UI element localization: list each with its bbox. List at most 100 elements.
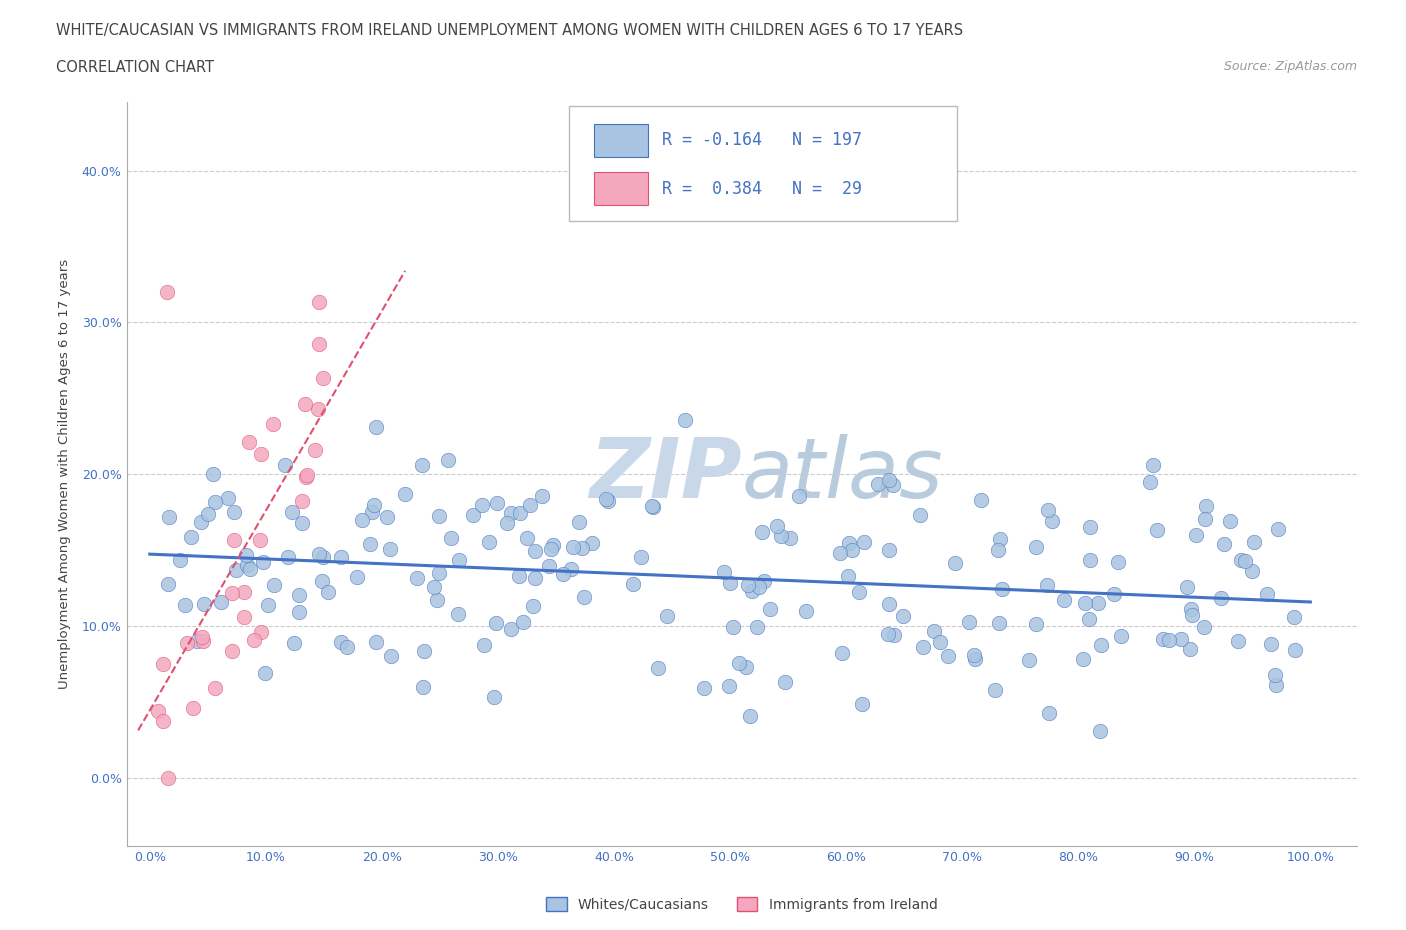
Point xyxy=(238,434,260,449)
Y-axis label: Unemployment Among Women with Children Ages 6 to 17 years: Unemployment Among Women with Children A… xyxy=(58,259,70,689)
Point xyxy=(295,468,318,483)
Point xyxy=(274,458,297,472)
Point xyxy=(1178,642,1201,657)
FancyBboxPatch shape xyxy=(593,172,648,205)
Point xyxy=(1090,638,1112,653)
Point xyxy=(1090,724,1112,738)
Point xyxy=(375,510,398,525)
Point xyxy=(176,635,198,650)
Point xyxy=(1267,521,1289,536)
Point xyxy=(911,640,934,655)
Point xyxy=(204,495,226,510)
Point xyxy=(988,531,1011,546)
Point xyxy=(581,536,603,551)
Point xyxy=(484,689,506,704)
Point xyxy=(928,634,950,649)
Point xyxy=(516,531,538,546)
Point xyxy=(1018,653,1040,668)
Point xyxy=(485,616,508,631)
Point xyxy=(413,644,436,658)
Point xyxy=(463,507,485,522)
Point xyxy=(596,494,619,509)
Point xyxy=(1260,636,1282,651)
Point xyxy=(1142,458,1164,472)
Point xyxy=(287,605,309,620)
Point xyxy=(193,596,215,611)
Point xyxy=(963,652,986,667)
Point xyxy=(312,550,335,565)
Point xyxy=(1146,523,1168,538)
Point xyxy=(169,552,191,567)
Point xyxy=(359,536,381,551)
Point xyxy=(1036,578,1059,593)
Point xyxy=(427,565,450,580)
Point xyxy=(747,620,769,635)
Point xyxy=(1024,617,1046,631)
Text: R = -0.164   N = 197: R = -0.164 N = 197 xyxy=(662,131,862,149)
Point xyxy=(1264,668,1286,683)
Point xyxy=(152,657,174,671)
Point xyxy=(470,498,492,512)
Point xyxy=(794,604,817,618)
Point xyxy=(770,528,793,543)
Point xyxy=(221,586,243,601)
FancyBboxPatch shape xyxy=(569,106,957,221)
Point xyxy=(294,470,316,485)
Point xyxy=(721,619,744,634)
Point xyxy=(1256,587,1278,602)
Point xyxy=(759,601,782,616)
Point xyxy=(186,633,208,648)
Point xyxy=(838,536,860,551)
Point xyxy=(962,647,984,662)
Point xyxy=(1195,498,1218,513)
Point xyxy=(232,585,254,600)
Point xyxy=(551,566,574,581)
Text: Source: ZipAtlas.com: Source: ZipAtlas.com xyxy=(1223,60,1357,73)
Point xyxy=(190,515,212,530)
Point xyxy=(423,579,446,594)
Point xyxy=(562,539,585,554)
Point xyxy=(754,574,776,589)
Point xyxy=(478,535,501,550)
Point xyxy=(197,507,219,522)
Point xyxy=(249,533,271,548)
Point xyxy=(411,457,433,472)
Text: atlas: atlas xyxy=(742,433,943,515)
Legend: Whites/Caucasians, Immigrants from Ireland: Whites/Caucasians, Immigrants from Irela… xyxy=(540,892,943,918)
Point xyxy=(447,552,470,567)
Point xyxy=(1175,580,1198,595)
Point xyxy=(713,565,735,579)
Point xyxy=(346,569,368,584)
Point xyxy=(595,492,617,507)
Point xyxy=(530,488,553,503)
Point xyxy=(1040,513,1063,528)
Point xyxy=(217,491,239,506)
Point xyxy=(191,630,214,644)
Point xyxy=(1102,587,1125,602)
Point xyxy=(936,648,959,663)
Point xyxy=(957,615,980,630)
Point xyxy=(571,540,593,555)
Point xyxy=(447,607,470,622)
Text: R =  0.384   N =  29: R = 0.384 N = 29 xyxy=(662,179,862,197)
Point xyxy=(1284,643,1306,658)
Point xyxy=(877,473,900,488)
Point xyxy=(766,519,789,534)
Point xyxy=(157,510,180,525)
Point xyxy=(848,585,870,600)
Point xyxy=(257,598,280,613)
Point xyxy=(1139,474,1161,489)
Point xyxy=(426,592,449,607)
Point xyxy=(508,506,530,521)
Point xyxy=(641,499,664,514)
Point xyxy=(146,704,169,719)
Point xyxy=(876,626,898,641)
Point xyxy=(1078,552,1101,567)
Point xyxy=(235,548,257,563)
Point xyxy=(1170,631,1192,646)
Point xyxy=(156,577,179,591)
Point xyxy=(152,713,174,728)
Point xyxy=(693,681,716,696)
Point xyxy=(204,681,226,696)
Point xyxy=(748,579,770,594)
